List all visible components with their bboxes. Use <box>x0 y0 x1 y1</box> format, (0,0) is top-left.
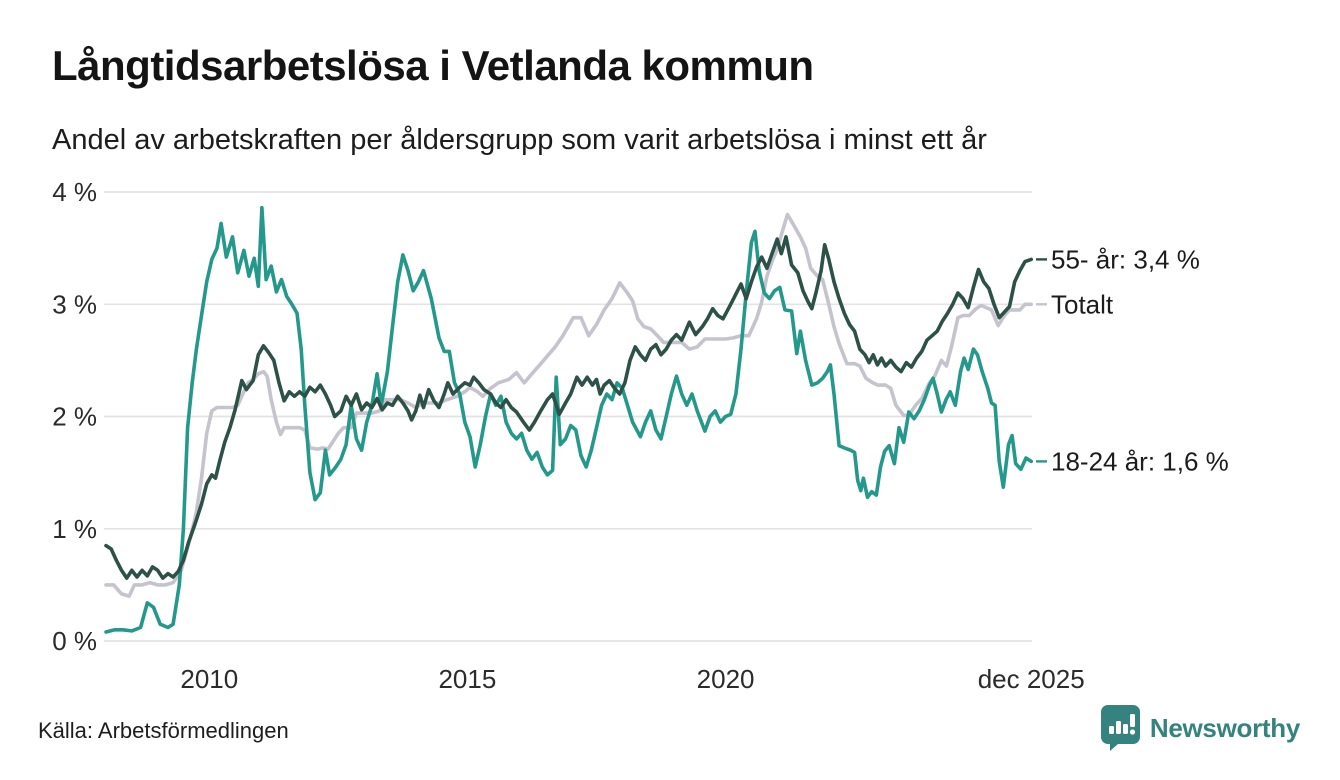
series-line-18-24 år <box>104 205 1033 634</box>
series-line-Totalt <box>104 212 1033 598</box>
data-series <box>104 205 1033 634</box>
x-tick-label: dec 2025 <box>978 664 1085 694</box>
gridlines <box>104 191 1032 642</box>
x-tick-label: 2015 <box>438 664 496 694</box>
x-axis-labels: 2010 2015 2020 dec 2025 <box>180 664 1084 694</box>
y-axis-labels: 0 % 1 % 2 % 3 % 4 % <box>52 177 97 656</box>
y-tick-label: 1 % <box>52 514 97 544</box>
newsworthy-logo: Newsworthy <box>1100 703 1300 753</box>
source-note: Källa: Arbetsförmedlingen <box>38 718 289 743</box>
y-tick-label: 2 % <box>52 402 97 432</box>
newsworthy-wordmark: Newsworthy <box>1149 712 1300 743</box>
series-end-label: 18-24 år: 1,6 % <box>1051 446 1229 476</box>
page-title: Långtidsarbetslösa i Vetlanda kommun <box>52 42 814 89</box>
chart-subtitle: Andel av arbetskraften per åldersgrupp s… <box>52 124 987 156</box>
y-tick-label: 3 % <box>52 289 97 319</box>
x-tick-label: 2010 <box>180 664 238 694</box>
y-tick-label: 0 % <box>52 626 97 656</box>
series-line-55- år <box>104 235 1033 580</box>
series-end-labels: Totalt 18-24 år: 1,6 % 55- år: 3,4 % <box>1036 244 1229 476</box>
x-tick-label: 2020 <box>697 664 755 694</box>
newsworthy-bubble-chart-icon <box>1100 705 1140 751</box>
series-end-label: 55- år: 3,4 % <box>1051 244 1200 274</box>
y-tick-label: 4 % <box>52 177 97 207</box>
series-end-label: Totalt <box>1051 289 1114 319</box>
